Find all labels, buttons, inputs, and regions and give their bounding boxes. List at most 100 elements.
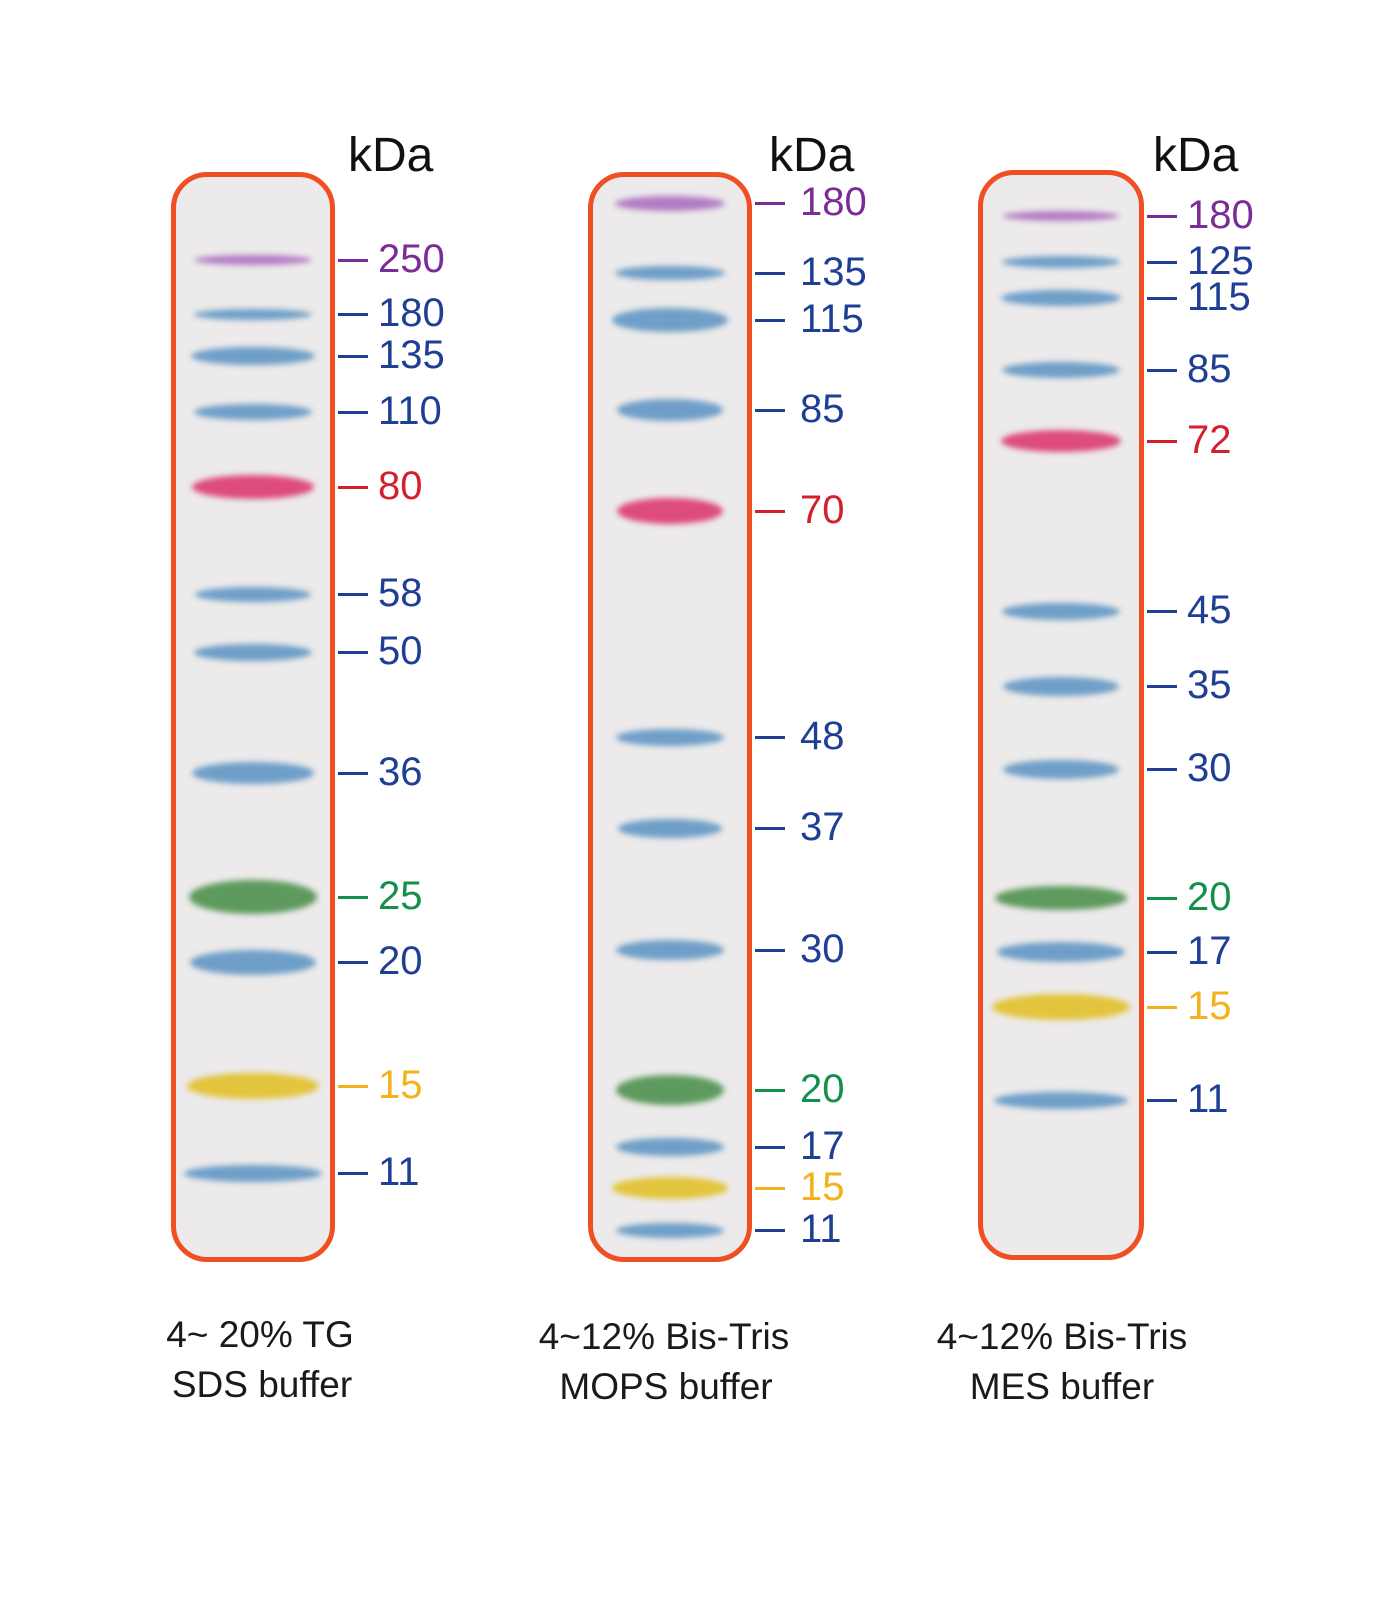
marker-tick (1147, 951, 1177, 954)
panel-caption-line1: 4~12% Bis-Tris (538, 1316, 790, 1357)
marker-tick (1147, 1006, 1177, 1009)
band-20-kda (995, 886, 1127, 910)
marker-label-70: 70 (800, 488, 845, 532)
kda-unit-label: kDa (348, 129, 434, 182)
gel-lane (171, 172, 335, 1262)
marker-tick (338, 259, 368, 262)
marker-tick (1147, 297, 1177, 300)
band-125-kda (1002, 256, 1120, 268)
band-135-kda (615, 266, 725, 280)
marker-tick (338, 651, 368, 654)
marker-label-11: 11 (800, 1207, 842, 1251)
marker-tick (1147, 369, 1177, 372)
band-15-kda (992, 994, 1130, 1020)
band-36-kda (192, 762, 314, 784)
marker-tick (1147, 685, 1177, 688)
marker-tick (755, 510, 785, 513)
band-35-kda (1003, 676, 1119, 696)
marker-label-125: 125 (1187, 239, 1254, 283)
marker-label-35: 35 (1187, 663, 1232, 707)
band-15-kda (187, 1073, 319, 1099)
band-11-kda (184, 1164, 322, 1182)
marker-label-135: 135 (800, 250, 867, 294)
marker-tick (755, 949, 785, 952)
marker-label-50: 50 (378, 629, 423, 673)
marker-label-37: 37 (800, 805, 845, 849)
marker-tick (338, 486, 368, 489)
marker-tick (755, 1089, 785, 1092)
marker-label-80: 80 (378, 464, 423, 508)
marker-label-85: 85 (800, 387, 845, 431)
marker-label-11: 11 (1187, 1077, 1229, 1121)
marker-tick (338, 772, 368, 775)
marker-label-17: 17 (1187, 929, 1232, 973)
marker-tick (338, 313, 368, 316)
marker-label-85: 85 (1187, 347, 1232, 391)
marker-label-17: 17 (800, 1124, 845, 1168)
band-85-kda (1002, 362, 1120, 378)
marker-label-45: 45 (1187, 588, 1232, 632)
marker-label-15: 15 (1187, 984, 1232, 1028)
marker-tick (1147, 768, 1177, 771)
marker-tick (338, 896, 368, 899)
marker-label-25: 25 (378, 874, 423, 918)
marker-tick (755, 272, 785, 275)
panel-caption-line1: 4~12% Bis-Tris (936, 1316, 1188, 1357)
band-115-kda (1001, 290, 1121, 306)
marker-tick (755, 1146, 785, 1149)
marker-label-115: 115 (1187, 275, 1251, 319)
band-17-kda (616, 1138, 724, 1156)
marker-tick (1147, 1099, 1177, 1102)
band-15-kda (612, 1177, 728, 1199)
marker-tick (1147, 897, 1177, 900)
band-11-kda (616, 1222, 724, 1238)
marker-label-20: 20 (378, 939, 423, 983)
marker-label-30: 30 (800, 927, 845, 971)
marker-label-36: 36 (378, 750, 423, 794)
band-30-kda (616, 940, 724, 960)
panel-caption-line2: MOPS buffer (559, 1366, 773, 1407)
marker-label-180: 180 (800, 180, 867, 224)
band-30-kda (1003, 759, 1119, 779)
marker-tick (338, 593, 368, 596)
marker-tick (338, 1085, 368, 1088)
band-115-kda (612, 308, 728, 332)
marker-label-250: 250 (378, 237, 445, 281)
marker-tick (755, 409, 785, 412)
band-72-kda (1001, 430, 1121, 452)
marker-tick (755, 1187, 785, 1190)
marker-label-20: 20 (1187, 875, 1232, 919)
band-20-kda (616, 1075, 724, 1105)
panel-caption-line1: 4~ 20% TG (166, 1314, 354, 1355)
band-85-kda (617, 399, 723, 421)
gel-lane (588, 172, 752, 1262)
band-50-kda (194, 643, 312, 661)
band-48-kda (616, 728, 724, 746)
kda-unit-label: kDa (769, 129, 855, 182)
panel-caption-line2: MES buffer (969, 1366, 1155, 1407)
marker-tick (1147, 261, 1177, 264)
kda-unit-label: kDa (1153, 129, 1239, 182)
marker-tick (1147, 440, 1177, 443)
band-180-kda (194, 308, 312, 320)
panel-caption-line2: SDS buffer (171, 1364, 353, 1405)
band-37-kda (618, 818, 722, 838)
marker-label-20: 20 (800, 1067, 845, 1111)
marker-label-180: 180 (1187, 193, 1254, 237)
marker-tick (755, 736, 785, 739)
marker-label-15: 15 (378, 1063, 423, 1107)
marker-label-11: 11 (378, 1150, 420, 1194)
marker-tick (338, 355, 368, 358)
marker-label-180: 180 (378, 291, 445, 335)
band-180-kda (615, 195, 725, 211)
band-20-kda (190, 949, 316, 975)
band-80-kda (192, 475, 314, 499)
band-180-kda (1003, 211, 1119, 221)
marker-tick (1147, 215, 1177, 218)
marker-label-110: 110 (378, 389, 442, 433)
marker-tick (338, 411, 368, 414)
band-11-kda (994, 1091, 1128, 1109)
marker-label-115: 115 (800, 297, 864, 341)
marker-tick (338, 1172, 368, 1175)
